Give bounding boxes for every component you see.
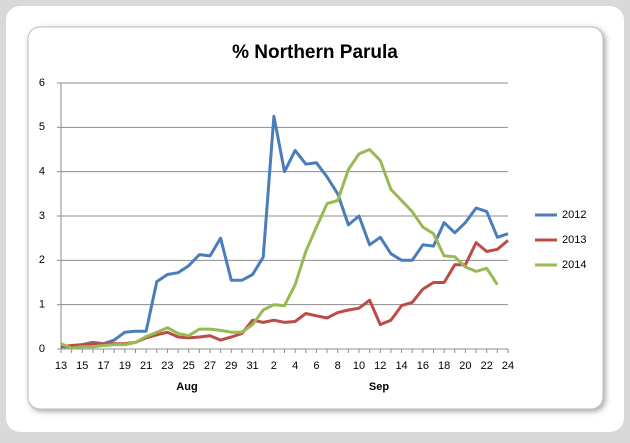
chart-area	[27, 26, 604, 410]
x-tick-label: 19	[119, 360, 131, 372]
x-tick-label: 20	[459, 360, 471, 372]
y-tick-label: 3	[39, 210, 45, 222]
x-tick-label: 4	[292, 360, 298, 372]
y-tick-label: 2	[39, 254, 45, 266]
y-tick-label: 1	[39, 299, 45, 311]
x-tick-label: 23	[161, 360, 173, 372]
x-tick-label: 13	[55, 360, 67, 372]
x-tick-label: 27	[204, 360, 216, 372]
y-tick-label: 6	[39, 77, 45, 89]
x-group-label: Aug	[176, 381, 197, 393]
series-line	[60, 148, 499, 350]
x-tick-label: 8	[335, 360, 341, 372]
series-line	[61, 114, 509, 349]
x-tick-label: 22	[481, 360, 493, 372]
x-tick-label: 15	[76, 360, 88, 372]
x-tick-label: 29	[225, 360, 237, 372]
x-group-label: Sep	[369, 381, 389, 393]
x-tick-label: 16	[417, 360, 429, 372]
x-tick-label: 25	[183, 360, 195, 372]
x-tick-label: 21	[140, 360, 152, 372]
x-tick-label: 17	[97, 360, 109, 372]
y-tick-label: 5	[39, 121, 45, 133]
legend-label: 2012	[562, 209, 586, 221]
x-tick-label: 2	[271, 360, 277, 372]
x-tick-label: 10	[353, 360, 365, 372]
legend-label: 2013	[562, 234, 586, 246]
legend-label: 2014	[562, 259, 586, 271]
chart-title: % Northern Parula	[232, 42, 398, 63]
x-tick-label: 12	[374, 360, 386, 372]
x-tick-label: 6	[313, 360, 319, 372]
x-tick-label: 18	[438, 360, 450, 372]
y-tick-label: 4	[39, 166, 45, 178]
y-tick-label: 0	[39, 343, 45, 355]
x-tick-label: 14	[395, 360, 407, 372]
x-tick-label: 31	[246, 360, 258, 372]
x-tick-label: 24	[502, 360, 514, 372]
